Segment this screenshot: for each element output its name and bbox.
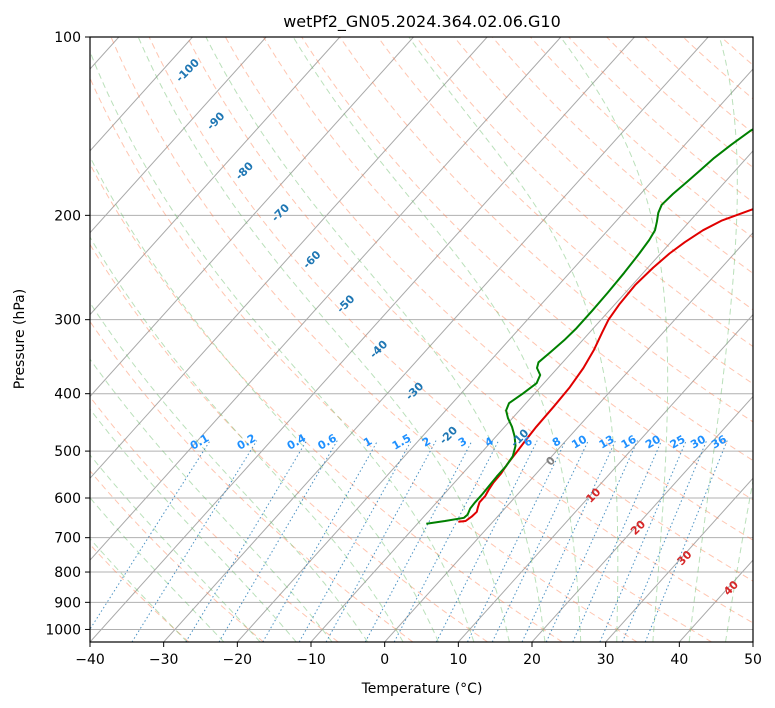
y-tick-label: 1000 [45,622,81,638]
dry-adiabat [90,320,414,642]
isotherm [90,37,267,234]
mixing-ratio-line [621,440,708,642]
isotherm [90,37,635,642]
background-lines [90,37,753,642]
moist-adiabat [725,477,753,642]
isotherm [163,37,709,642]
y-tick-label: 200 [54,208,81,224]
x-tick-label: 10 [449,652,467,668]
mixing-ratio-line [467,440,567,642]
mixing-ratio-line [262,440,379,642]
dry-adiabat [453,37,753,311]
x-tick-label: 40 [670,652,688,668]
isotherm [384,231,753,642]
x-tick-label: −30 [149,652,179,668]
isotherm [605,477,753,642]
x-axis-label: Temperature (°C) [361,681,483,697]
y-tick-label: 800 [54,565,81,581]
dry-adiabat [377,37,753,385]
y-tick-label: 700 [54,531,81,547]
mixing-ratio-line [218,440,338,642]
isotherm [236,68,753,642]
x-tick-label: 50 [744,652,762,668]
dry-adiabat [415,37,753,348]
mixing-ratio-line [131,440,258,642]
moist-adiabat [90,155,439,642]
y-tick-label: 900 [54,595,81,611]
profile-lines [426,128,753,525]
y-axis-label: Pressure (hPa) [12,289,28,389]
moist-adiabat [90,301,369,642]
chart-title: wetPf2_GN05.2024.364.02.06.G10 [283,12,561,32]
dry-adiabat [339,37,753,423]
dry-adiabat [491,37,753,274]
mixing-ratio-line [435,440,538,642]
isotherm [90,37,488,480]
y-tick-label: 600 [54,491,81,507]
x-tick-label: −40 [75,652,105,668]
dry-adiabat [90,396,339,642]
dry-adiabat [90,76,638,642]
dry-adiabat [263,37,753,501]
moist-adiabat [688,37,738,642]
isotherm [531,395,753,642]
moist-adiabat [560,37,669,642]
mixing-ratio-line [298,440,412,642]
moist-adiabat [408,37,619,642]
x-tick-label: 30 [597,652,615,668]
mixing-ratio-line [599,440,687,642]
isotherm [90,37,414,398]
mixing-ratio-line [393,440,500,642]
y-tick-label: 400 [54,387,81,403]
dry-adiabat [606,37,753,169]
mixing-ratio-line [185,440,308,642]
dry-adiabat [110,37,712,642]
moist-adiabat [292,37,582,642]
dry-adiabat [148,37,753,624]
mixing-ratio-line [572,440,663,642]
temperature-profile [458,208,753,523]
x-tick-label: −10 [296,652,326,668]
dry-adiabat [186,37,753,582]
x-tick-label: 20 [523,652,541,668]
x-tick-label: −20 [223,652,253,668]
mixing-ratio-line [644,440,728,642]
dry-adiabat [90,163,563,642]
isotherm [90,37,562,561]
mixing-ratio-line [545,440,638,642]
moist-adiabat [90,358,333,642]
moist-adiabat [90,50,475,642]
isotherm [457,313,753,642]
x-tick-label: 0 [380,652,389,668]
mixing-ratio-line [521,440,616,642]
isotherm [90,37,193,152]
moist-adiabat [205,37,546,642]
y-tick-label: 100 [54,30,81,46]
dry-adiabat [224,37,753,541]
mixing-ratio-line [491,440,589,642]
y-tick-label: 300 [54,313,81,329]
moist-adiabat [90,408,297,642]
isotherm [310,150,753,642]
moist-adiabat [90,454,261,642]
y-tick-label: 500 [54,444,81,460]
axis-ticks: −40 −30 −20 −10 0 10 20 30 40 50 100 200 300 400 500 60… [45,30,762,668]
dry-adiabat [90,243,488,642]
moist-adiabat [90,236,404,642]
dewpoint-profile [426,128,753,525]
isotherm [90,37,341,316]
plot-frame [89,36,754,643]
moist-adiabat [137,37,510,642]
